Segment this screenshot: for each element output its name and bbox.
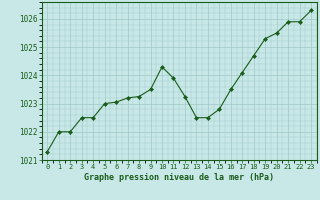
X-axis label: Graphe pression niveau de la mer (hPa): Graphe pression niveau de la mer (hPa) <box>84 173 274 182</box>
